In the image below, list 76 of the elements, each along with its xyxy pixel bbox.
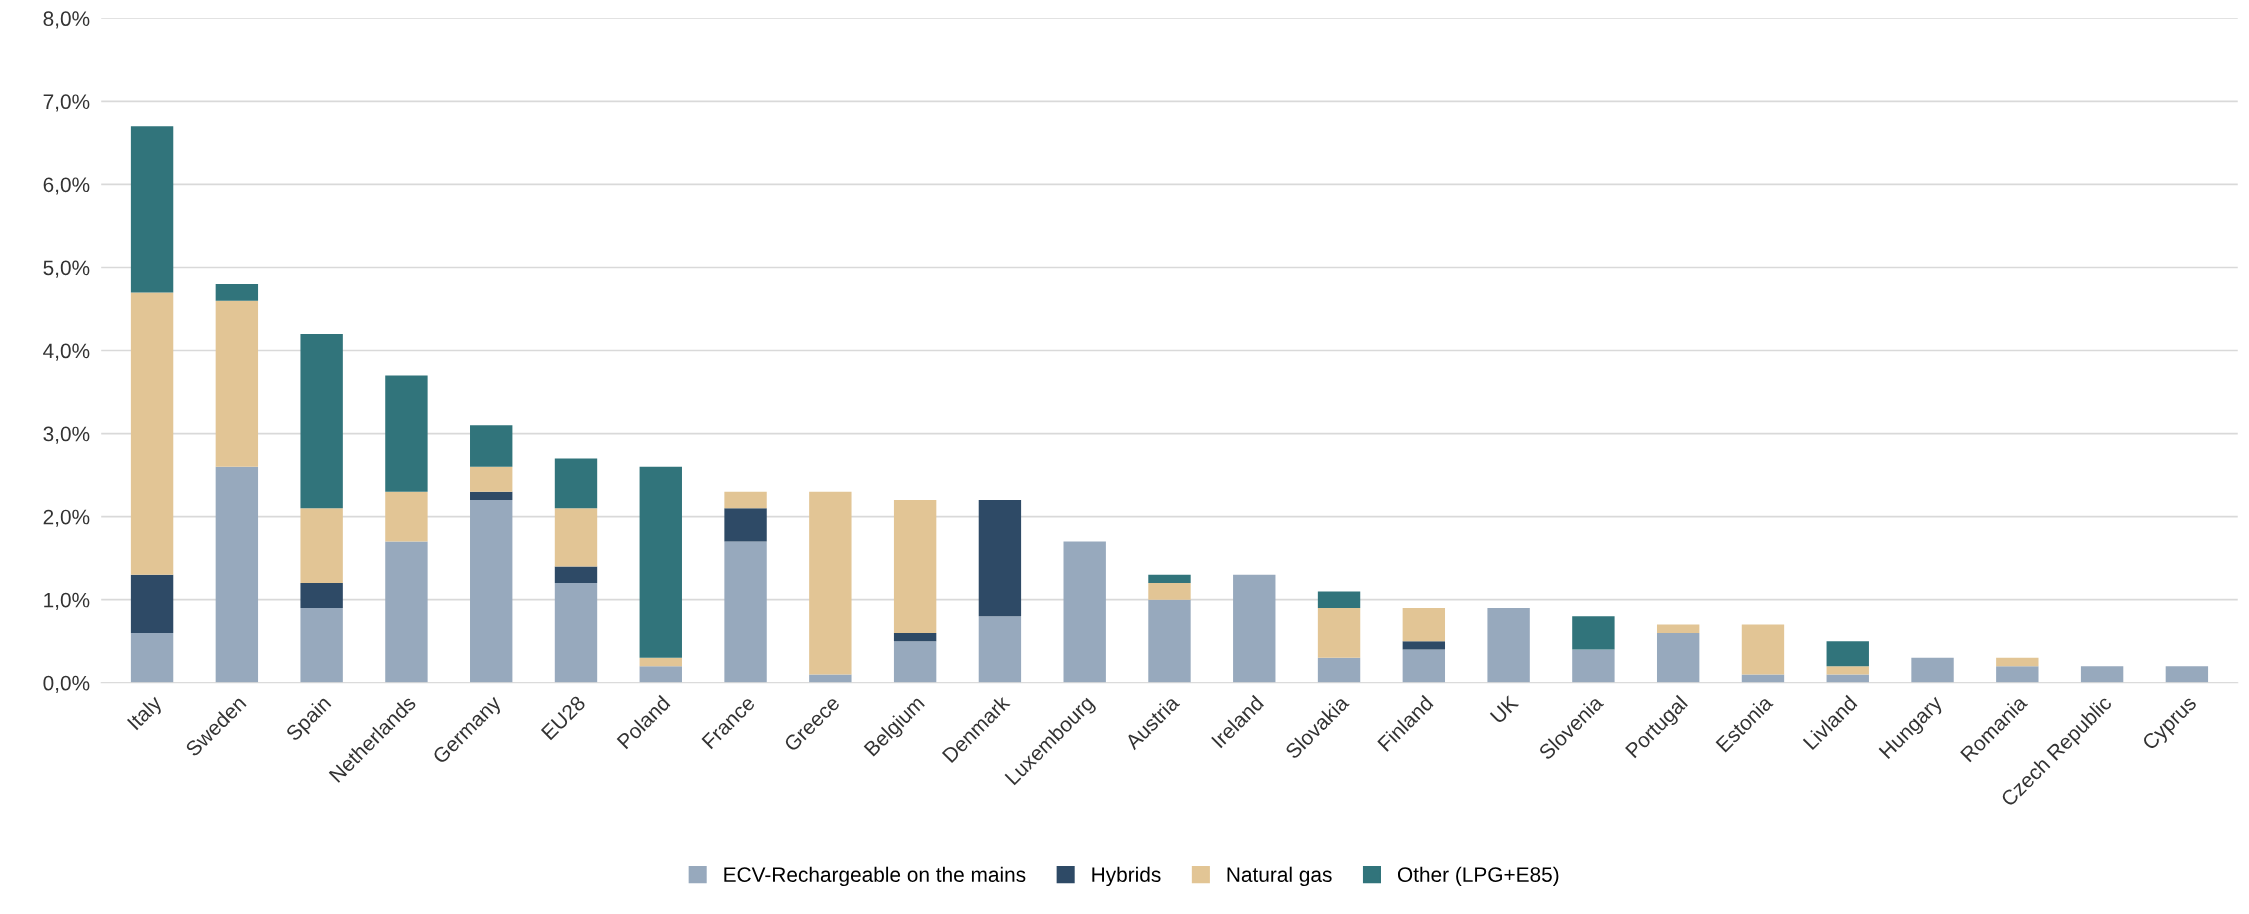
bar [130,292,174,575]
y-tick-label: 6,0% [43,177,90,195]
bar [470,500,513,683]
bar [1826,666,1869,675]
bar [724,541,767,683]
bar [1487,608,1530,683]
bar [470,491,513,501]
bar [978,616,1022,683]
bar [1996,657,2039,667]
bar [1402,608,1446,642]
bar [893,632,937,642]
bar [385,375,428,492]
bar [1317,657,1361,683]
bar [809,674,852,683]
y-tick-label: 0,0% [43,675,90,693]
bar [300,583,343,608]
bar [1656,632,1700,683]
bar [1317,591,1361,608]
y-tick-label: 7,0% [43,94,90,112]
bar [470,466,513,492]
y-tick-label: 3,0% [43,426,90,444]
bar [1402,641,1446,650]
bar [2165,666,2209,683]
bar [130,126,174,293]
y-tick-label: 8,0% [43,11,90,29]
bar [300,608,343,683]
y-tick-label: 4,0% [43,343,90,361]
bar [639,466,682,658]
y-tick-label: 5,0% [43,260,90,278]
bar [130,632,174,683]
bar [639,657,682,667]
y-tick-label: 1,0% [44,592,90,610]
bar [385,491,428,542]
x-tick-label: UK [1489,694,1520,725]
bar [2080,666,2124,683]
bar [1911,657,1954,683]
bar [978,500,1022,617]
x-tick-label: Italy [126,693,166,734]
legend-label: Other (LPG+E85) [1397,866,1559,887]
bar [639,666,682,683]
bar [1233,574,1276,683]
bar [215,300,259,467]
bar [130,574,174,633]
bar [215,284,259,301]
bar [1656,624,1700,633]
bar [554,583,598,683]
bar [1317,608,1361,658]
legend-label: Hybrids [1092,866,1161,887]
bar [1741,624,1785,675]
bar [554,458,598,509]
bar [724,508,767,542]
bar [1148,599,1191,683]
bar [809,491,852,675]
bar [893,500,937,633]
bar [893,641,937,683]
legend-label: ECV-Rechargeable on the mains [724,866,1026,887]
bar [1148,574,1191,584]
bar [300,508,343,584]
bar [385,541,428,683]
bar [470,425,513,467]
bar [1402,649,1446,683]
bar [724,491,767,509]
bar [554,508,598,567]
bar [1826,674,1869,683]
bar [1741,674,1785,683]
bar [1148,583,1191,600]
legend-label: Natural gas [1227,866,1332,887]
bar [1572,649,1615,683]
bar [215,466,259,683]
bar [1826,641,1869,667]
bar [554,566,598,584]
y-tick-label: 2,0% [43,509,90,527]
bar [1063,541,1106,683]
bar [1996,666,2039,683]
bar [1572,616,1615,650]
bar [300,333,343,509]
